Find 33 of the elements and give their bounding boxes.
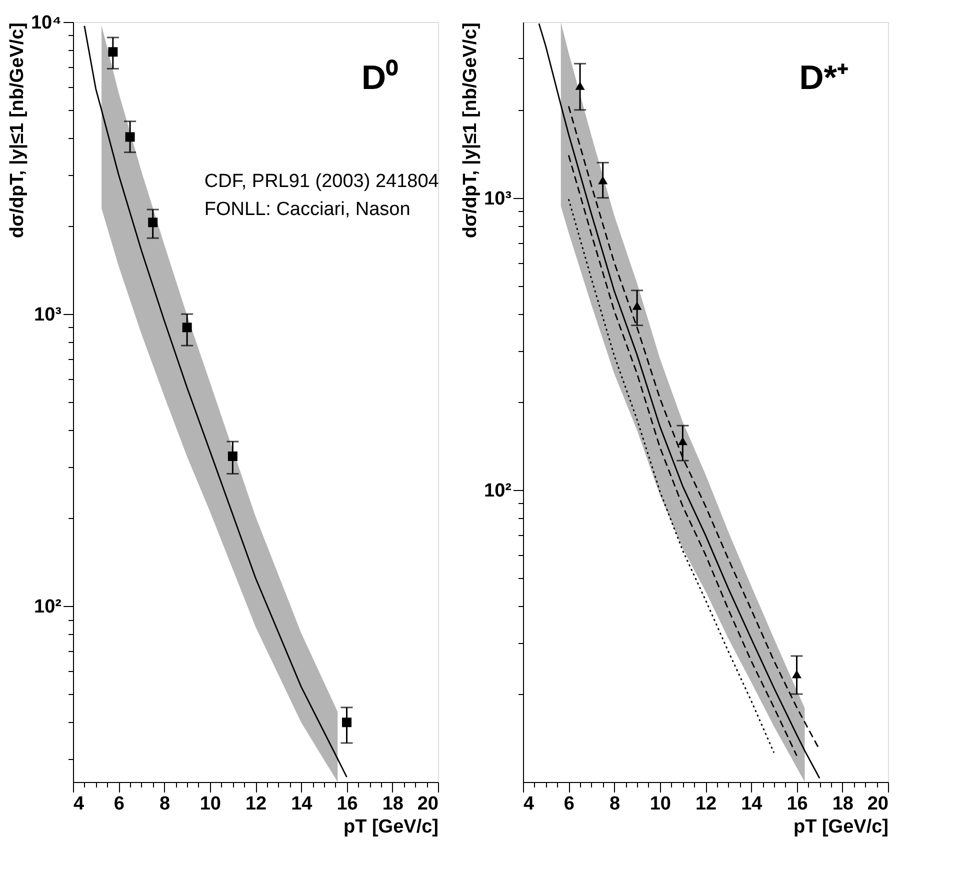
y-axis-title: dσ/dpT, |y|≤1 [nb/GeV/c] [6, 22, 28, 238]
text: D*⁺ [799, 59, 848, 97]
annotation: CDF, PRL91 (2003) 241804 [204, 171, 440, 192]
x-tick-label: 8 [609, 794, 620, 814]
x-tick-label: 10 [650, 794, 671, 814]
y-tick-label: 10⁴ [30, 12, 62, 34]
y-tick-label: 10³ [484, 188, 512, 210]
x-axis-title: pT [GeV/c] [343, 816, 438, 838]
annotation: FONLL: Cacciari, Nason [204, 199, 410, 220]
x-tick-label: 4 [74, 794, 84, 814]
x-tick-label: 12 [695, 794, 717, 814]
x-tick-label: 20 [417, 794, 438, 814]
x-axis-title: pT [GeV/c] [793, 816, 888, 838]
x-tick-label: 18 [832, 794, 854, 814]
x-tick-label: 8 [159, 794, 170, 814]
y-tick-label: 10³ [34, 304, 62, 326]
text: D⁰ [361, 59, 398, 97]
x-tick-label: 10 [200, 794, 221, 814]
line-series [568, 198, 775, 754]
y-tick-label: 10² [34, 596, 62, 618]
x-tick-label: 14 [741, 794, 763, 814]
x-tick-label: 16 [336, 794, 358, 814]
x-tick-label: 6 [114, 794, 124, 814]
x-tick-label: 4 [524, 794, 534, 814]
x-tick-label: 12 [245, 794, 267, 814]
x-tick-label: 18 [382, 794, 404, 814]
x-tick-label: 16 [786, 794, 808, 814]
x-tick-label: 14 [291, 794, 313, 814]
x-tick-label: 6 [564, 794, 574, 814]
y-axis-title: dσ/dpT, |y|≤1 [nb/GeV/c] [460, 22, 482, 238]
y-tick-label: 10² [484, 480, 512, 502]
x-tick-label: 20 [867, 794, 888, 814]
line-series [568, 154, 798, 756]
